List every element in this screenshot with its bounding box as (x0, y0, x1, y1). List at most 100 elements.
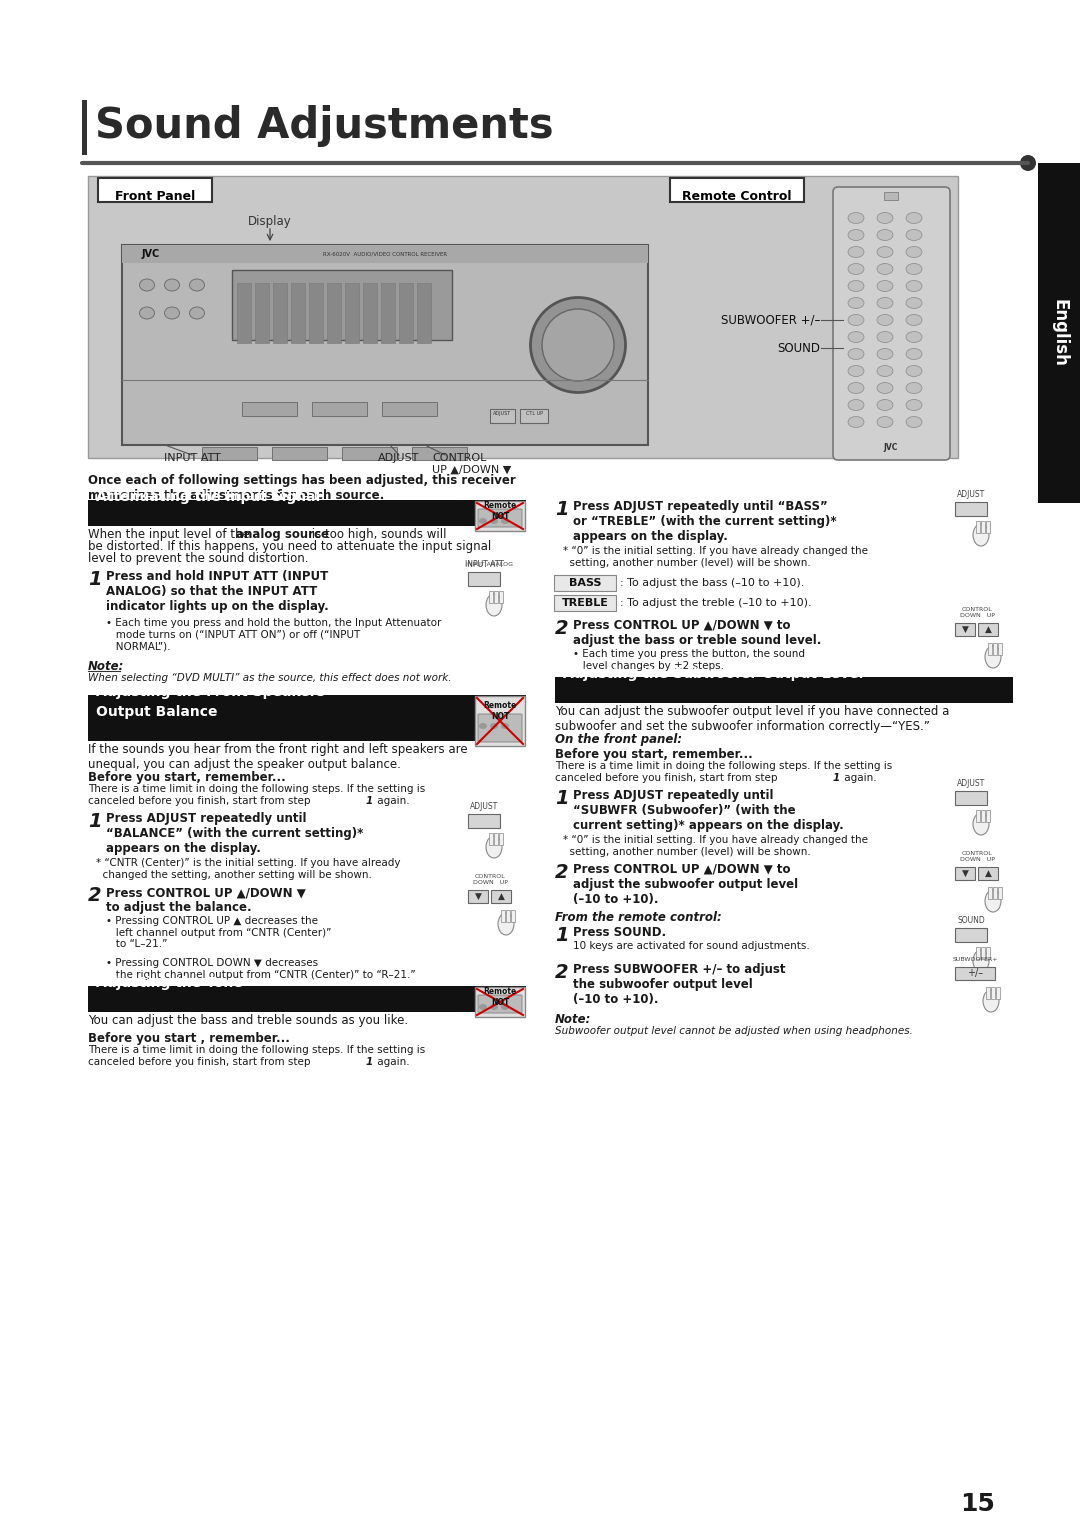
Text: Remote
NOT: Remote NOT (484, 502, 516, 521)
Bar (1038, 164, 1080, 503)
Ellipse shape (848, 382, 864, 393)
Bar (955, 502, 987, 515)
Bar (511, 910, 515, 922)
Bar (981, 810, 985, 823)
Ellipse shape (906, 315, 922, 326)
Ellipse shape (490, 1005, 498, 1011)
Bar (273, 283, 287, 342)
Bar (242, 402, 297, 416)
Text: Remote
NOT: Remote NOT (484, 702, 516, 720)
Bar (491, 890, 511, 904)
Ellipse shape (848, 213, 864, 223)
Ellipse shape (877, 365, 893, 376)
Bar (499, 833, 503, 846)
Ellipse shape (848, 365, 864, 376)
Text: CTL UP: CTL UP (526, 411, 542, 416)
Text: Press ADJUST repeatedly until
“SUBWFR (Subwoofer)” (with the
current setting)* a: Press ADJUST repeatedly until “SUBWFR (S… (573, 789, 843, 832)
Bar (468, 890, 488, 904)
Text: INPUT ATT: INPUT ATT (164, 453, 220, 463)
Ellipse shape (906, 213, 922, 223)
Bar (955, 928, 987, 942)
Text: ADJUST: ADJUST (378, 453, 420, 463)
Text: There is a time limit in doing the following steps. If the setting is
canceled b: There is a time limit in doing the follo… (555, 761, 892, 783)
Ellipse shape (501, 723, 509, 729)
Ellipse shape (973, 524, 989, 546)
Bar (489, 592, 492, 602)
Text: be distorted. If this happens, you need to attenuate the input signal: be distorted. If this happens, you need … (87, 540, 491, 553)
Text: From the remote control:: From the remote control: (555, 911, 721, 924)
Bar (494, 592, 498, 602)
Text: Press SOUND.: Press SOUND. (573, 927, 666, 939)
Bar (998, 887, 1002, 899)
Text: Attenuating the Input Signal: Attenuating the Input Signal (96, 489, 321, 505)
Text: ADJUST: ADJUST (470, 803, 498, 810)
FancyBboxPatch shape (554, 575, 616, 592)
Text: again.: again. (841, 774, 877, 783)
Ellipse shape (973, 813, 989, 835)
Bar (255, 283, 269, 342)
Ellipse shape (906, 399, 922, 410)
Bar (993, 887, 997, 899)
Bar (291, 283, 305, 342)
Ellipse shape (906, 229, 922, 240)
Ellipse shape (985, 645, 1001, 668)
Text: 10 keys are activated for sound adjustments.: 10 keys are activated for sound adjustme… (573, 940, 810, 951)
Text: ▼: ▼ (961, 868, 969, 878)
Bar (555, 677, 1013, 703)
Bar (490, 408, 515, 424)
Ellipse shape (490, 518, 498, 524)
Text: • Pressing CONTROL DOWN ▼ decreases
   the right channel output from “CNTR (Cent: • Pressing CONTROL DOWN ▼ decreases the … (106, 959, 416, 980)
Text: ADJUST: ADJUST (492, 411, 511, 416)
Text: There is a time limit in doing the following steps. If the setting is
canceled b: There is a time limit in doing the follo… (87, 1044, 426, 1067)
Ellipse shape (501, 518, 509, 524)
Text: JVC: JVC (883, 443, 899, 453)
Ellipse shape (480, 1005, 487, 1011)
Bar (499, 592, 503, 602)
Ellipse shape (848, 246, 864, 257)
Text: Adjusting the Subwoofer Output Level: Adjusting the Subwoofer Output Level (563, 667, 863, 680)
Text: CONTROL
DOWN   UP: CONTROL DOWN UP (959, 852, 995, 862)
Text: 1: 1 (833, 774, 840, 783)
Ellipse shape (877, 399, 893, 410)
Text: 1: 1 (366, 1057, 374, 1067)
Text: You can adjust the bass and treble sounds as you like.: You can adjust the bass and treble sound… (87, 1014, 408, 1027)
Bar (87, 986, 526, 1012)
Text: When selecting “DVD MULTI” as the source, this effect does not work.: When selecting “DVD MULTI” as the source… (87, 673, 451, 683)
Ellipse shape (848, 332, 864, 342)
Ellipse shape (480, 518, 487, 524)
Ellipse shape (877, 315, 893, 326)
Text: +/–: +/– (967, 968, 983, 979)
Ellipse shape (139, 278, 154, 291)
Ellipse shape (983, 989, 999, 1012)
FancyBboxPatch shape (670, 177, 804, 202)
Text: When the input level of the: When the input level of the (87, 528, 254, 541)
Text: TREBLE: TREBLE (562, 598, 608, 609)
Text: 2: 2 (555, 862, 569, 882)
Text: RX-6020V  AUDIO/VIDEO CONTROL RECEIVER: RX-6020V AUDIO/VIDEO CONTROL RECEIVER (323, 251, 447, 257)
Bar (501, 910, 505, 922)
Text: ▼: ▼ (961, 624, 969, 633)
Ellipse shape (848, 399, 864, 410)
Text: level to prevent the sound distortion.: level to prevent the sound distortion. (87, 552, 309, 566)
Ellipse shape (1020, 154, 1036, 171)
Ellipse shape (877, 298, 893, 309)
Text: * “0” is the initial setting. If you have already changed the
  setting, another: * “0” is the initial setting. If you hav… (563, 835, 868, 856)
Text: 15: 15 (960, 1492, 996, 1515)
Bar (988, 644, 993, 654)
Ellipse shape (542, 309, 615, 381)
Bar (327, 283, 341, 342)
Text: SUBWOOFER +/–: SUBWOOFER +/– (720, 313, 820, 327)
Ellipse shape (906, 246, 922, 257)
Bar (978, 867, 998, 881)
Ellipse shape (189, 307, 204, 320)
Text: SOUND: SOUND (957, 916, 985, 925)
Bar (345, 283, 359, 342)
Ellipse shape (848, 280, 864, 292)
Ellipse shape (164, 307, 179, 320)
Bar (507, 910, 510, 922)
FancyBboxPatch shape (833, 187, 950, 460)
FancyBboxPatch shape (475, 502, 525, 531)
Text: Remote Control: Remote Control (683, 190, 792, 203)
Text: 1: 1 (366, 797, 374, 806)
Text: Front Panel: Front Panel (114, 190, 195, 203)
